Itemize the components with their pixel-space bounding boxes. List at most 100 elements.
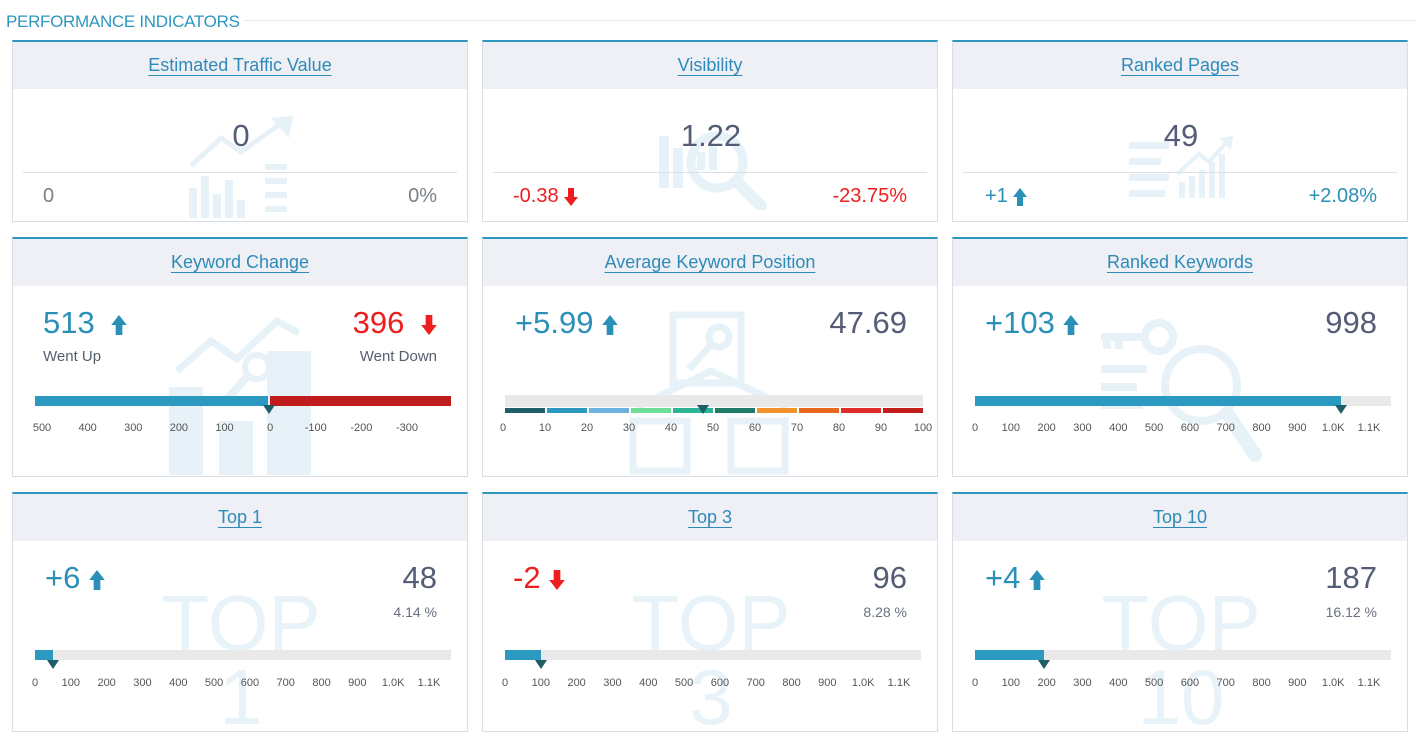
tick-label: 400 <box>169 677 188 689</box>
tick-label: 1.1K <box>1357 677 1381 689</box>
top1-track <box>35 650 451 660</box>
top3-fill <box>505 650 542 660</box>
tick-label: 400 <box>639 677 658 689</box>
scale-segment <box>547 408 587 413</box>
axis-ticks: 0 100 200 300 400 500 600 700 800 900 1.0K 1.1K <box>483 677 937 691</box>
metric-change: +1 <box>985 185 1028 208</box>
top1-percent: 4.14 % <box>393 604 437 620</box>
tick-label: 900 <box>348 677 367 689</box>
card-header: Top 1 <box>13 494 467 541</box>
tick-label: 100 <box>61 677 80 689</box>
top3-percent: 8.28 % <box>863 604 907 620</box>
tick-label: 800 <box>782 677 801 689</box>
tick-label: 10 <box>538 422 552 434</box>
tick-label: 600 <box>240 677 260 689</box>
ranked-keywords-change-value: +103 <box>985 305 1055 340</box>
scale-segment <box>883 408 923 413</box>
card-title-link[interactable]: Top 1 <box>217 507 263 527</box>
card-title-link[interactable]: Ranked Pages <box>1120 55 1240 75</box>
ranked-keywords-fill <box>975 396 1342 406</box>
tick-label: 0 <box>501 677 509 689</box>
arrow-down-icon <box>564 187 579 206</box>
zero-marker <box>263 405 275 414</box>
card-header: Estimated Traffic Value <box>13 42 467 89</box>
section-divider <box>244 20 1415 21</box>
position-change: +5.99 <box>515 305 618 341</box>
ranked-keywords-value: 998 <box>1325 305 1377 340</box>
card-header: Top 3 <box>483 494 937 541</box>
top3-marker <box>535 660 548 669</box>
tick-label: 0 <box>499 422 507 434</box>
tick-label: 300 <box>1073 677 1092 689</box>
axis-ticks: 0 100 200 300 400 500 600 700 800 900 1.0K 1.1K <box>13 677 467 691</box>
tick-label: 300 <box>124 422 143 434</box>
tick-label: 100 <box>1001 677 1020 689</box>
tick-label: 500 <box>1144 422 1164 434</box>
went-up-value: 513 <box>43 305 128 341</box>
tick-label: 400 <box>1109 422 1128 434</box>
metric-value: 49 <box>1163 118 1199 153</box>
metric-change: -0.38 <box>513 185 579 208</box>
tick-label: 500 <box>1144 677 1164 689</box>
tick-label: 300 <box>603 677 622 689</box>
arrow-up-icon <box>602 314 618 335</box>
card-title-link[interactable]: Keyword Change <box>170 252 310 272</box>
tick-label: 100 <box>1001 422 1020 434</box>
growth-chart-icon <box>169 316 311 475</box>
tick-label: 1.0K <box>381 677 405 689</box>
tick-label: 1.1K <box>887 677 911 689</box>
tick-label: 900 <box>1288 422 1307 434</box>
position-marker <box>697 405 709 414</box>
tick-label: 100 <box>531 677 550 689</box>
card-visibility: Visibility 1.22 -0.38 -23.75% <box>482 40 938 222</box>
card-top-1: Top 1 TOP 1 +6 48 4.14 % 0 100 200 300 400 500… <box>12 492 468 732</box>
card-title-link[interactable]: Visibility <box>677 55 743 75</box>
scale-segment <box>589 408 629 413</box>
scale-segment <box>631 408 671 413</box>
metric-change-value: -0.38 <box>513 185 559 207</box>
tick-label: 1.0K <box>1321 677 1345 689</box>
tick-label: 0 <box>971 422 979 434</box>
scale-segment <box>799 408 839 413</box>
top10-fill <box>975 650 1044 660</box>
card-header: Top 10 <box>953 494 1407 541</box>
tick-label: 900 <box>818 677 837 689</box>
tick-label: 500 <box>32 422 52 434</box>
metric-value: 1.22 <box>680 118 742 153</box>
scale-segment <box>505 408 545 413</box>
card-title-link[interactable]: Top 3 <box>687 507 733 527</box>
tick-label: 800 <box>312 677 331 689</box>
top10-change-value: +4 <box>985 560 1021 595</box>
divider <box>963 172 1397 173</box>
went-down-value: 396 <box>353 305 437 341</box>
card-top-3: Top 3 TOP 3 -2 96 8.28 % 0 100 200 300 400 500… <box>482 492 938 732</box>
scale-segment <box>841 408 881 413</box>
went-down-label: Went Down <box>359 348 437 365</box>
divider <box>493 172 927 173</box>
top3-change: -2 <box>513 560 565 596</box>
card-title-link[interactable]: Estimated Traffic Value <box>148 55 332 75</box>
top1-change: +6 <box>45 560 105 596</box>
tick-label: 200 <box>169 422 189 434</box>
position-track <box>505 395 923 407</box>
card-header: Average Keyword Position <box>483 239 937 286</box>
tick-label: 90 <box>874 422 888 434</box>
went-down-count: 396 <box>352 305 405 340</box>
card-header: Ranked Pages <box>953 42 1407 89</box>
went-up-count: 513 <box>43 305 95 340</box>
tick-label: 200 <box>1037 422 1056 434</box>
card-title-link[interactable]: Ranked Keywords <box>1106 252 1254 272</box>
arrow-down-icon <box>421 314 437 335</box>
scale-segment <box>673 408 713 413</box>
tick-label: 100 <box>215 422 234 434</box>
tick-label: 500 <box>204 677 224 689</box>
card-title-link[interactable]: Top 10 <box>1152 507 1208 527</box>
tick-label: 1.0K <box>1321 422 1345 434</box>
top3-value: 96 <box>872 560 907 595</box>
tick-label: 100 <box>913 422 933 434</box>
metric-change-percent: +2.08% <box>1308 185 1377 207</box>
tick-label: 0 <box>971 677 979 689</box>
tick-label: 60 <box>748 422 762 434</box>
card-title-link[interactable]: Average Keyword Position <box>604 252 816 272</box>
arrow-up-icon <box>1029 569 1045 590</box>
